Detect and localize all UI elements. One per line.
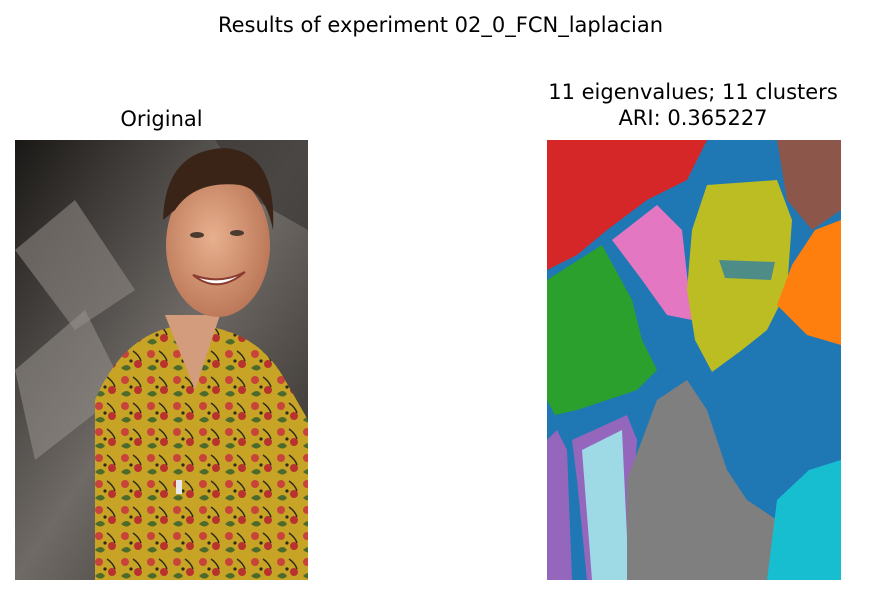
segmentation-title-line2: ARI: 0.365227 — [618, 106, 768, 130]
cluster-cyan — [767, 460, 841, 580]
original-photo-svg — [15, 140, 308, 580]
hair — [163, 148, 274, 230]
neck — [165, 315, 220, 390]
segmentation-svg — [547, 140, 841, 580]
cluster-purple — [547, 430, 572, 580]
cluster-lightcyan — [582, 430, 629, 580]
cluster-red — [547, 140, 707, 270]
cluster-green — [547, 245, 657, 415]
cluster-blue-detail — [719, 260, 775, 280]
segmentation-title: 11 eigenvalues; 11 clusters ARI: 0.36522… — [500, 79, 881, 131]
face — [166, 173, 270, 317]
smile — [192, 271, 246, 286]
segmentation-title-line1: 11 eigenvalues; 11 clusters — [548, 80, 838, 104]
cluster-brown — [777, 140, 841, 230]
eye — [190, 232, 204, 238]
cluster-orange — [777, 220, 841, 345]
original-title: Original — [120, 107, 203, 131]
shirt-button — [176, 480, 182, 494]
eye — [230, 230, 244, 236]
drape-fold — [15, 310, 125, 460]
drape-fold — [15, 200, 135, 330]
cluster-gray — [627, 380, 777, 580]
cluster-pink — [612, 205, 692, 320]
original-image — [15, 140, 308, 580]
shirt — [95, 325, 308, 580]
figure-suptitle: Results of experiment 02_0_FCN_laplacian — [217, 13, 664, 37]
segmentation-image — [547, 140, 841, 580]
